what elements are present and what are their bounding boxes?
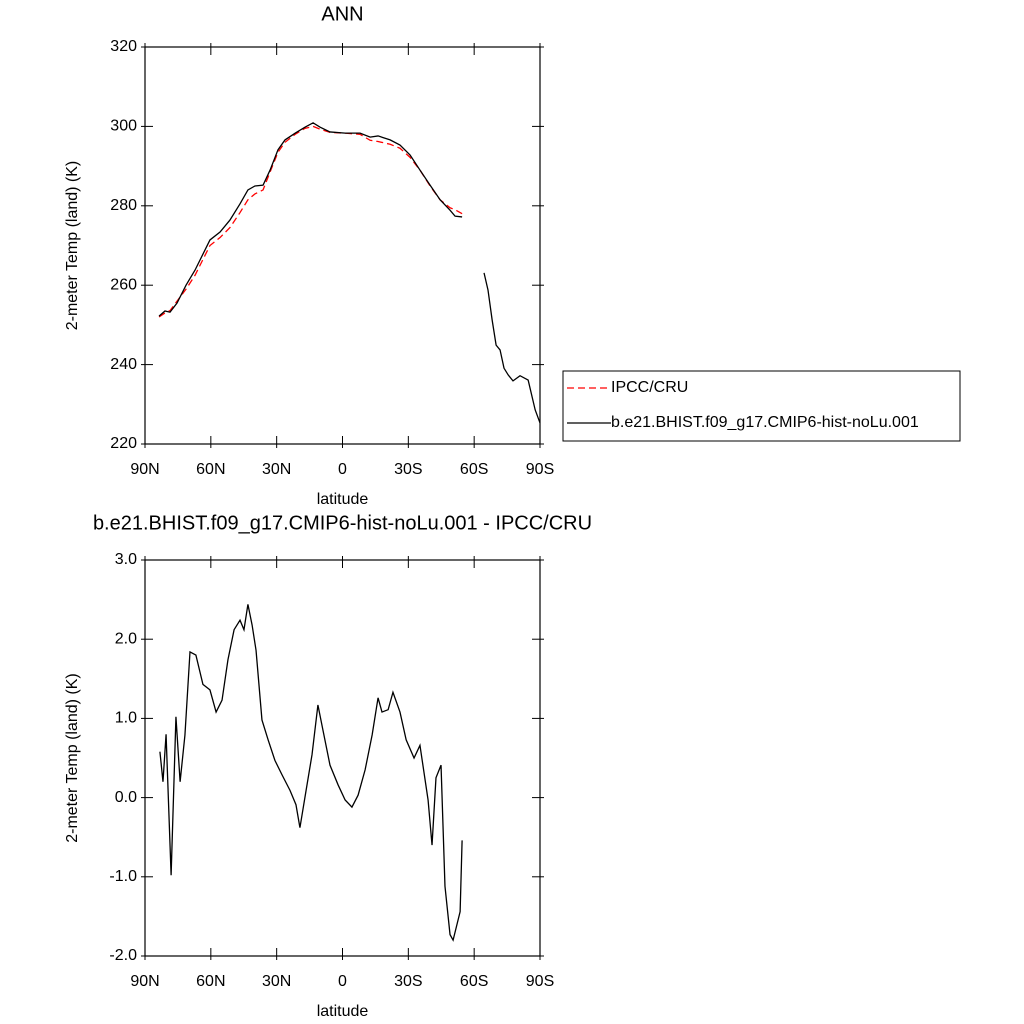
plot-frame [144,46,541,445]
legend-label: IPCC/CRU [611,379,688,396]
x-tick-label: 60N [196,461,225,478]
legend-label: b.e21.BHIST.f09_g17.CMIP6-hist-noLu.001 [611,414,919,431]
y-tick-label: 280 [110,197,137,214]
y-tick-label: 320 [110,38,137,55]
data-line [158,122,541,424]
y-tick-label: 1.0 [115,710,137,727]
x-tick-label: 0 [338,461,347,478]
y-tick-label: -1.0 [109,868,137,885]
x-tick-label: 90S [526,973,554,990]
y-tick-label: 0.0 [115,789,137,806]
x-tick-label: 30S [394,461,422,478]
y-tick-label: 2.0 [115,630,137,647]
x-tick-label: 60S [460,973,488,990]
y-tick-label: -2.0 [109,947,137,964]
y-tick-label: 3.0 [115,551,137,568]
x-tick-label: 30N [262,973,291,990]
legend-box [562,370,961,442]
y-tick-label: 260 [110,276,137,293]
x-tick-label: 60S [460,461,488,478]
x-tick-label: 90N [130,973,159,990]
x-tick-label: 30S [394,973,422,990]
x-tick-label: 0 [338,973,347,990]
x-axis-label: latitude [317,491,369,508]
x-tick-label: 60N [196,973,225,990]
y-axis-label: 2-meter Temp (land) (K) [64,161,81,331]
x-tick-label: 90S [526,461,554,478]
chart-title: b.e21.BHIST.f09_g17.CMIP6-hist-noLu.001 … [93,512,592,534]
x-tick-label: 30N [262,461,291,478]
x-axis-label: latitude [317,1003,369,1020]
y-tick-label: 220 [110,435,137,452]
y-tick-label: 300 [110,118,137,135]
x-tick-label: 90N [130,461,159,478]
data-line [159,604,463,942]
data-line [158,125,463,318]
plot-frame [144,559,541,957]
y-tick-label: 240 [110,356,137,373]
chart-title: ANN [321,3,363,25]
y-axis-label: 2-meter Temp (land) (K) [64,673,81,843]
